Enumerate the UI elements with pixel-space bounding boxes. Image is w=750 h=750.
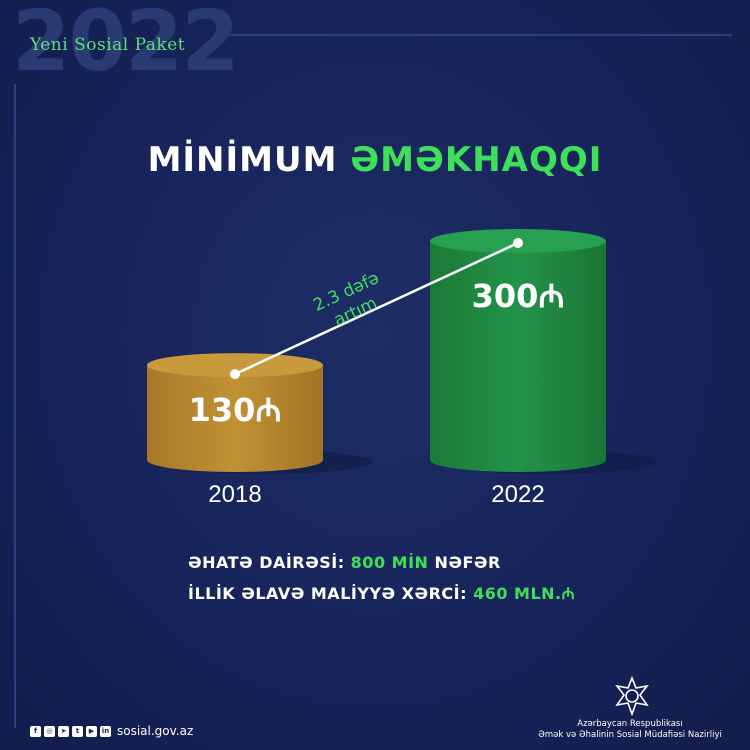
cost-label: İLLİK ƏLAVƏ MALİYYƏ XƏRCİ: xyxy=(188,584,467,603)
bar-value-label-2022: 300₼ xyxy=(472,277,565,315)
title-part-2: ƏMƏKHAQQI xyxy=(350,140,603,180)
coverage-value: 800 MİN xyxy=(350,553,429,572)
twitter-icon[interactable]: t xyxy=(72,726,83,737)
background-year: 2022 xyxy=(12,0,240,90)
bar-2022 xyxy=(430,229,656,474)
facebook-icon[interactable]: f xyxy=(30,726,41,737)
brand-title: Yeni Sosial Paket xyxy=(30,35,186,55)
growth-line xyxy=(234,241,519,376)
cost-value: 460 MLN.₼ xyxy=(473,584,576,603)
category-label-2018: 2018 xyxy=(208,481,261,508)
instagram-icon[interactable]: ◎ xyxy=(44,726,55,737)
cost-info: İLLİK ƏLAVƏ MALİYYƏ XƏRCİ: 460 MLN.₼ xyxy=(188,582,575,604)
ministry-name: Azərbaycan Respublikası Əmək və Əhalinin… xyxy=(520,719,740,741)
bar-value-label-2018: 130₼ xyxy=(189,391,282,429)
website-link[interactable]: sosial.gov.az xyxy=(117,724,194,738)
growth-line-end-dot xyxy=(513,238,523,248)
growth-line-start-dot xyxy=(230,369,240,380)
frame-line-left xyxy=(14,84,16,728)
ministry-logo-icon xyxy=(615,676,649,716)
title-part-1: MİNİMUM xyxy=(147,140,338,180)
social-icons: f ◎ ➤ t ▶ in xyxy=(30,726,111,737)
bar-2018 xyxy=(147,353,373,474)
youtube-icon[interactable]: ▶ xyxy=(86,726,97,737)
frame-line-top xyxy=(222,34,732,36)
linkedin-icon[interactable]: in xyxy=(100,726,111,737)
category-label-2022: 2022 xyxy=(491,481,544,508)
telegram-icon[interactable]: ➤ xyxy=(58,726,69,737)
page-title: MİNİMUM ƏMƏKHAQQI xyxy=(0,140,750,180)
coverage-label: ƏHATƏ DAİRƏSİ: xyxy=(188,553,345,572)
ministry-line2: Əmək və Əhalinin Sosial Müdafiəsi Nazirl… xyxy=(538,730,722,740)
coverage-unit: NƏFƏR xyxy=(434,553,501,572)
ministry-line1: Azərbaycan Respublikası xyxy=(577,719,683,729)
coverage-info: ƏHATƏ DAİRƏSİ: 800 MİN NƏFƏR xyxy=(188,553,501,572)
